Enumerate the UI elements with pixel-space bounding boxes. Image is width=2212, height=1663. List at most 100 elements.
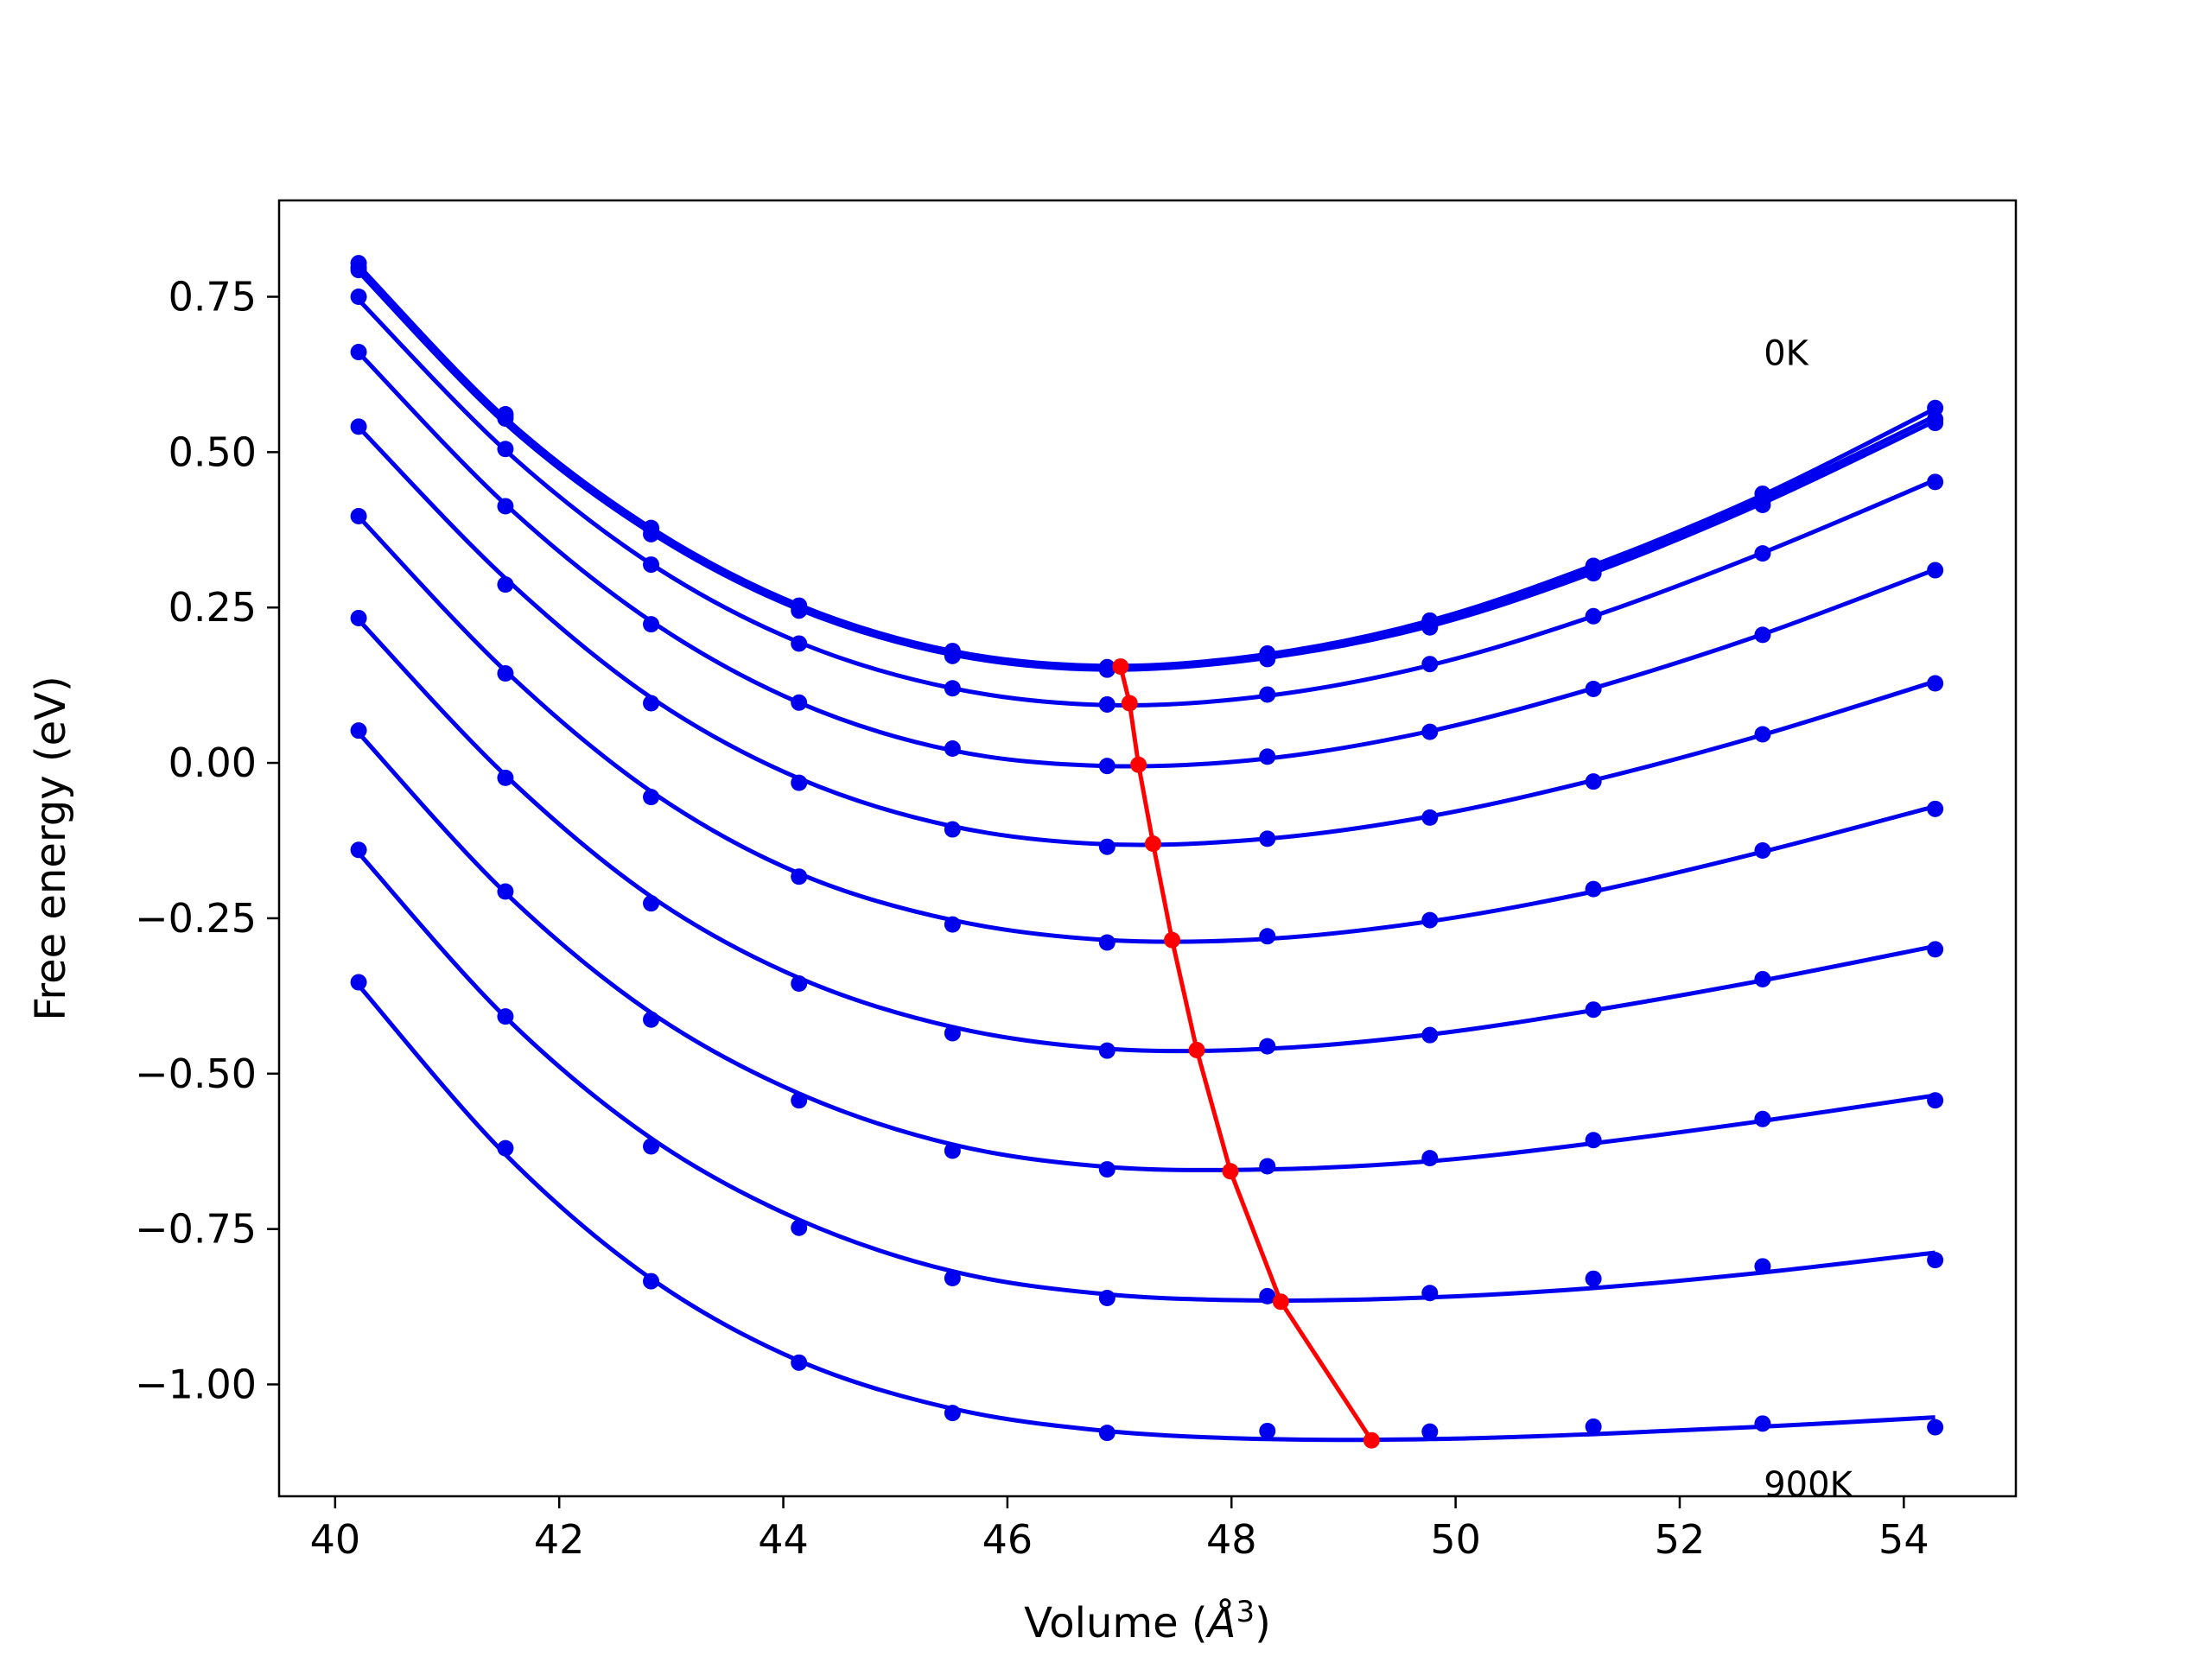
data-point bbox=[1754, 545, 1771, 562]
temperature-series bbox=[350, 418, 1944, 855]
data-point bbox=[643, 525, 660, 543]
data-point bbox=[944, 1405, 961, 1422]
minima-point bbox=[1112, 658, 1129, 676]
data-point bbox=[1927, 800, 1944, 817]
data-point bbox=[1421, 723, 1439, 740]
temperature-series bbox=[350, 344, 1944, 775]
data-point bbox=[944, 680, 961, 697]
data-point bbox=[1098, 1042, 1116, 1059]
data-point bbox=[350, 507, 367, 524]
data-point bbox=[1927, 675, 1944, 692]
data-point bbox=[497, 664, 514, 682]
temperature-series bbox=[350, 289, 1944, 713]
fit-curve bbox=[357, 618, 1936, 1054]
data-point bbox=[350, 609, 367, 626]
data-point bbox=[1098, 838, 1116, 855]
y-tick-label: 0.50 bbox=[168, 428, 257, 475]
data-point bbox=[497, 769, 514, 786]
data-point bbox=[791, 1219, 808, 1236]
data-point bbox=[1585, 680, 1602, 697]
x-tick-label: 42 bbox=[534, 1516, 585, 1563]
x-axis-label-text: Volume ( bbox=[1024, 1599, 1208, 1647]
fit-curve bbox=[357, 263, 1936, 669]
temperature-series bbox=[350, 722, 1944, 1178]
data-point bbox=[1421, 656, 1439, 673]
y-tick-label: −0.50 bbox=[135, 1050, 257, 1097]
temperature-series bbox=[350, 609, 1944, 1059]
minima-point bbox=[1222, 1163, 1239, 1180]
temperature-series bbox=[350, 841, 1944, 1307]
y-axis-label: Free energy (eV) bbox=[27, 676, 75, 1020]
data-point bbox=[1754, 1415, 1771, 1432]
y-tick-label: 0.00 bbox=[168, 739, 257, 786]
y-tick-label: −0.75 bbox=[135, 1206, 257, 1253]
data-point bbox=[1259, 686, 1276, 703]
x-tick-label: 46 bbox=[982, 1516, 1033, 1563]
x-axis-label-superscript: 3 bbox=[1236, 1595, 1255, 1629]
data-point bbox=[1585, 1001, 1602, 1019]
data-point bbox=[643, 695, 660, 712]
data-point bbox=[350, 974, 367, 991]
data-point bbox=[791, 694, 808, 711]
y-tick-label: 0.25 bbox=[168, 584, 257, 631]
data-point bbox=[1259, 651, 1276, 668]
data-point bbox=[791, 1092, 808, 1109]
x-tick-label: 52 bbox=[1655, 1516, 1706, 1563]
minima-point bbox=[1272, 1293, 1289, 1311]
data-point bbox=[643, 895, 660, 912]
data-point bbox=[350, 262, 367, 279]
data-point bbox=[1927, 941, 1944, 958]
data-point bbox=[1754, 497, 1771, 514]
minima-point bbox=[1363, 1431, 1380, 1449]
data-point bbox=[1927, 1092, 1944, 1109]
y-tick-label: −0.25 bbox=[135, 895, 257, 942]
x-axis-label-close: ) bbox=[1255, 1599, 1271, 1647]
data-point bbox=[944, 1142, 961, 1159]
minima-point bbox=[1144, 835, 1161, 853]
data-point bbox=[1098, 934, 1116, 951]
minima-point bbox=[1121, 695, 1138, 712]
temperature-series bbox=[350, 259, 1944, 676]
data-point bbox=[1754, 842, 1771, 860]
data-point bbox=[1259, 1038, 1276, 1055]
data-point bbox=[944, 1025, 961, 1042]
data-point bbox=[1421, 1026, 1439, 1044]
data-point bbox=[791, 774, 808, 791]
y-tick-label: 0.75 bbox=[168, 274, 257, 321]
x-tick-label: 50 bbox=[1430, 1516, 1481, 1563]
x-tick-label: 54 bbox=[1878, 1516, 1929, 1563]
data-point bbox=[1098, 758, 1116, 775]
data-layer bbox=[350, 255, 1944, 1449]
data-point bbox=[944, 647, 961, 664]
x-axis-ticks: 40 42 44 46 48 50 52 54 bbox=[310, 1496, 1929, 1563]
data-point bbox=[1098, 695, 1116, 713]
data-point bbox=[1259, 928, 1276, 945]
data-point bbox=[791, 868, 808, 885]
data-point bbox=[643, 1138, 660, 1155]
data-point bbox=[1927, 473, 1944, 491]
data-point bbox=[1421, 1285, 1439, 1302]
minima-series bbox=[1112, 658, 1380, 1449]
data-point bbox=[1585, 773, 1602, 790]
plot-frame bbox=[277, 199, 2018, 1498]
data-point bbox=[643, 616, 660, 633]
data-point bbox=[497, 410, 514, 428]
data-point bbox=[1927, 1252, 1944, 1269]
x-tick-label: 48 bbox=[1206, 1516, 1257, 1563]
data-point bbox=[1421, 1423, 1439, 1440]
data-point bbox=[497, 1139, 514, 1157]
data-point bbox=[1585, 1270, 1602, 1287]
data-point bbox=[1259, 748, 1276, 765]
fit-curve bbox=[357, 267, 1936, 670]
temperature-annotation: 900K bbox=[1764, 1465, 1853, 1505]
data-point bbox=[1585, 1418, 1602, 1435]
data-point bbox=[1927, 1419, 1944, 1436]
data-point bbox=[350, 344, 367, 361]
data-point bbox=[1421, 911, 1439, 929]
data-point bbox=[1421, 809, 1439, 826]
data-point bbox=[1098, 1425, 1116, 1442]
data-point bbox=[497, 441, 514, 458]
data-point bbox=[944, 916, 961, 933]
data-point bbox=[944, 1269, 961, 1286]
